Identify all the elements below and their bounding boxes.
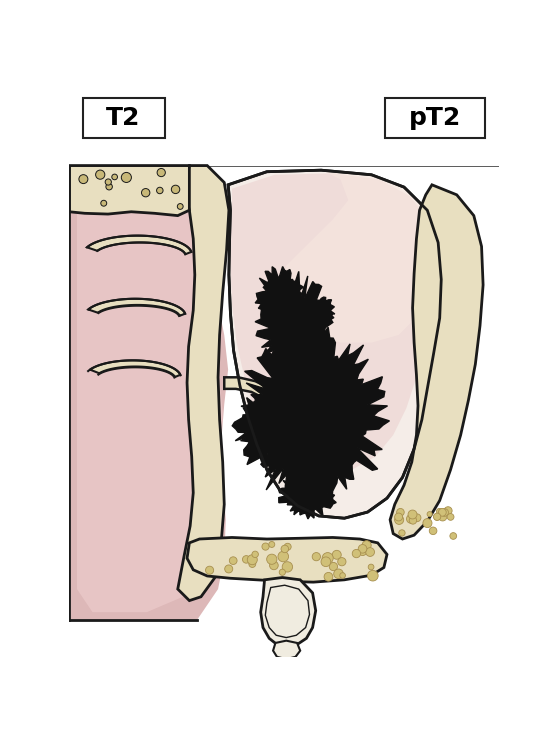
Circle shape	[141, 188, 150, 197]
Circle shape	[438, 512, 447, 521]
Circle shape	[334, 569, 343, 579]
Polygon shape	[187, 537, 387, 582]
Circle shape	[279, 569, 285, 576]
Circle shape	[112, 174, 117, 180]
Circle shape	[266, 554, 277, 565]
Circle shape	[408, 510, 417, 519]
Circle shape	[281, 545, 289, 553]
Polygon shape	[69, 165, 228, 620]
Circle shape	[171, 185, 180, 193]
Circle shape	[284, 543, 291, 551]
Circle shape	[177, 204, 183, 210]
Circle shape	[413, 514, 421, 522]
Circle shape	[247, 555, 257, 565]
Circle shape	[157, 168, 165, 176]
Circle shape	[437, 508, 443, 514]
Circle shape	[121, 173, 131, 182]
Circle shape	[282, 562, 293, 572]
Circle shape	[362, 541, 371, 550]
Circle shape	[367, 570, 378, 581]
Circle shape	[101, 200, 107, 206]
Circle shape	[225, 565, 233, 573]
Circle shape	[433, 513, 441, 520]
Polygon shape	[255, 266, 306, 328]
Circle shape	[427, 511, 432, 517]
Circle shape	[206, 566, 214, 574]
Polygon shape	[255, 272, 333, 385]
Circle shape	[438, 508, 446, 516]
Polygon shape	[261, 578, 316, 646]
Polygon shape	[230, 173, 437, 474]
Circle shape	[322, 553, 333, 564]
Circle shape	[340, 573, 346, 579]
Circle shape	[157, 187, 163, 193]
Circle shape	[407, 514, 416, 523]
Polygon shape	[87, 235, 191, 254]
FancyBboxPatch shape	[83, 98, 165, 138]
Circle shape	[229, 556, 237, 565]
Circle shape	[324, 573, 333, 581]
Circle shape	[249, 561, 256, 568]
Circle shape	[441, 508, 448, 517]
Polygon shape	[90, 360, 180, 377]
Polygon shape	[69, 165, 189, 215]
Circle shape	[332, 551, 341, 559]
Circle shape	[338, 558, 346, 566]
Polygon shape	[301, 297, 335, 325]
Polygon shape	[273, 641, 300, 659]
Polygon shape	[390, 184, 483, 539]
Circle shape	[278, 551, 289, 562]
Circle shape	[394, 513, 403, 521]
Circle shape	[409, 517, 417, 524]
Circle shape	[262, 543, 269, 550]
Circle shape	[397, 508, 404, 516]
Polygon shape	[279, 172, 437, 342]
Polygon shape	[88, 299, 185, 316]
Circle shape	[423, 519, 432, 528]
Polygon shape	[224, 377, 297, 467]
Circle shape	[329, 562, 337, 570]
Circle shape	[312, 553, 320, 561]
FancyBboxPatch shape	[386, 98, 485, 138]
Circle shape	[429, 527, 437, 534]
Circle shape	[96, 170, 105, 179]
Polygon shape	[232, 393, 293, 463]
Circle shape	[394, 515, 404, 525]
Text: pT2: pT2	[409, 106, 461, 130]
Circle shape	[434, 514, 440, 520]
Polygon shape	[279, 472, 336, 519]
Polygon shape	[240, 322, 389, 511]
Circle shape	[321, 557, 331, 567]
Circle shape	[368, 564, 374, 570]
Circle shape	[358, 545, 367, 553]
Circle shape	[352, 549, 361, 558]
Polygon shape	[178, 165, 229, 601]
Circle shape	[450, 533, 456, 539]
Circle shape	[444, 507, 452, 515]
Circle shape	[270, 561, 278, 570]
Circle shape	[252, 551, 258, 557]
Text: T2: T2	[106, 106, 141, 130]
Circle shape	[79, 175, 88, 184]
Circle shape	[105, 179, 111, 185]
Polygon shape	[77, 170, 223, 612]
Circle shape	[243, 556, 250, 563]
Circle shape	[366, 548, 375, 556]
Circle shape	[106, 184, 112, 190]
Polygon shape	[228, 170, 441, 518]
Circle shape	[269, 542, 275, 548]
Circle shape	[447, 514, 454, 520]
Circle shape	[399, 530, 405, 536]
Circle shape	[358, 548, 367, 556]
